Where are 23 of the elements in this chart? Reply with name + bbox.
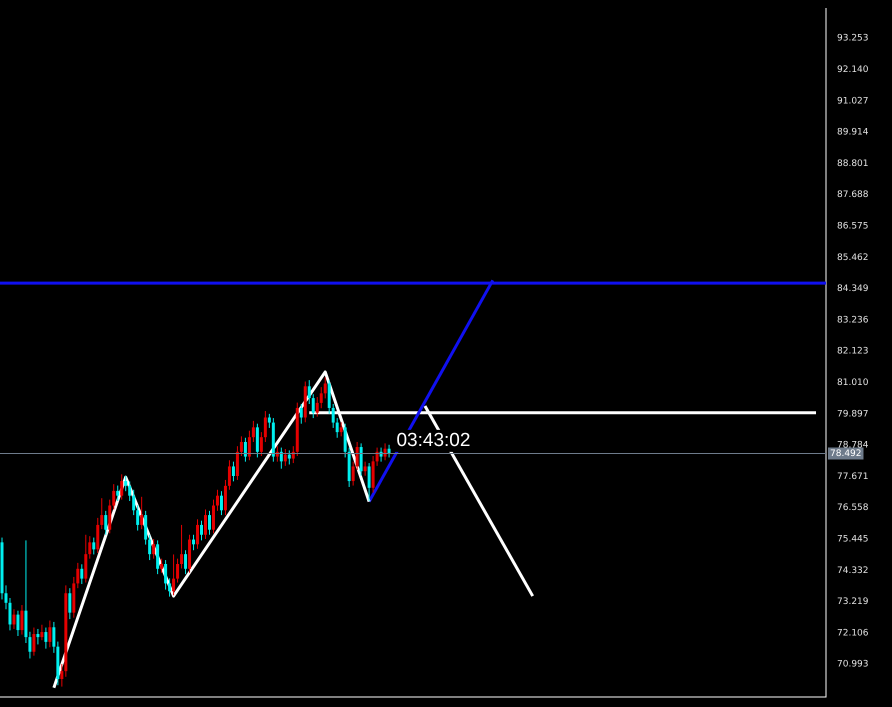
y-tick-label: 91.027 [837, 96, 868, 106]
y-tick-label: 82.123 [837, 346, 868, 357]
y-tick-label: 83.236 [837, 315, 869, 326]
y-tick-label: 89.914 [837, 128, 869, 138]
y-tick-label: 92.140 [837, 65, 869, 76]
y-tick-label: 93.253 [837, 34, 868, 44]
y-tick-label: 79.897 [837, 409, 868, 420]
y-tick-label: 78.784 [837, 440, 869, 451]
y-tick-label: 85.462 [837, 252, 868, 263]
y-tick-label: 73.219 [837, 597, 869, 608]
y-tick-label: 81.010 [837, 378, 869, 388]
y-tick-label: 84.349 [837, 284, 869, 294]
y-tick-label: 76.558 [837, 503, 869, 514]
y-tick-label: 86.575 [837, 222, 868, 232]
y-tick-label: 75.445 [837, 534, 868, 544]
y-tick-label: 77.671 [837, 472, 868, 482]
y-tick-label: 70.993 [837, 660, 868, 670]
ref-line-label: 78.492 [830, 448, 862, 459]
y-tick-label: 74.332 [837, 566, 868, 576]
y-tick-label: 87.688 [837, 190, 869, 200]
y-tick-label: 72.106 [837, 628, 869, 638]
annotation: 03:43:02 [396, 430, 470, 452]
y-tick-label: 88.801 [837, 158, 868, 169]
